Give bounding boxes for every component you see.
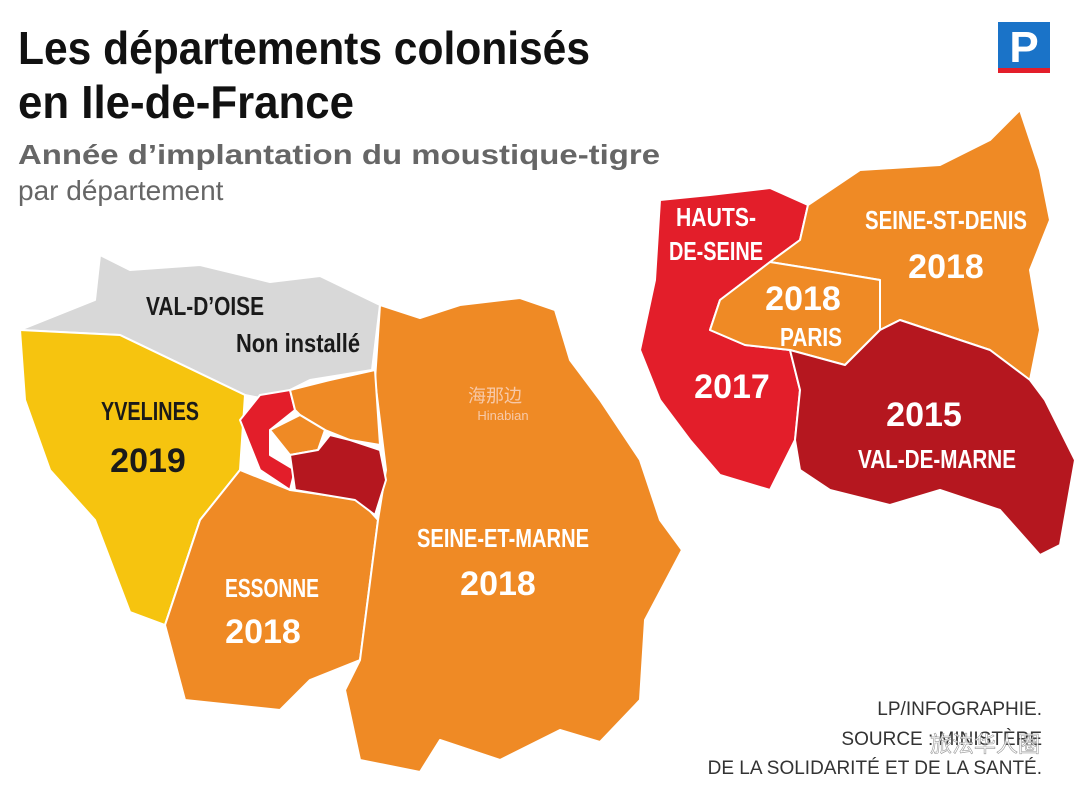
watermark: Hinabian — [477, 408, 528, 423]
region-year: 2018 — [908, 248, 984, 286]
region-label: PARIS — [780, 322, 842, 352]
watermark: 旅法华人圈 — [930, 732, 1040, 757]
region-paris — [269, 414, 326, 456]
region-status: Non installé — [236, 328, 360, 358]
region-label: VAL-D’OISE — [146, 291, 264, 321]
inset-val-de-marne — [789, 319, 1076, 556]
region-year: 2017 — [694, 368, 770, 406]
region-label: YVELINES — [101, 396, 199, 426]
region-label: HAUTS- — [676, 202, 756, 232]
region-year: 2018 — [460, 565, 536, 603]
region-val-doise — [19, 254, 381, 401]
logo-stripe — [998, 68, 1050, 73]
region-val-de-marne — [289, 434, 387, 516]
region-year: 2019 — [110, 442, 186, 480]
credit: LP/INFOGRAPHIE. — [877, 699, 1042, 720]
subtitle: Année d’implantation du moustique-tigre — [18, 139, 660, 170]
credit: SOURCE : MINISTÈRE — [841, 729, 1042, 750]
region-label: DE-SEINE — [669, 236, 763, 266]
region-year: 2018 — [225, 613, 301, 651]
subtitle: par département — [18, 175, 224, 206]
region-seine-et-marne — [344, 297, 683, 773]
region-label: ESSONNE — [225, 573, 319, 603]
region-hauts-de-seine — [239, 389, 296, 491]
region-label: SEINE-ST-DENIS — [865, 205, 1027, 235]
title-line: Les départements colonisés — [18, 22, 590, 74]
logo-letter: P — [1009, 23, 1038, 72]
title-line: en Ile-de-France — [18, 76, 354, 128]
region-year: 2015 — [886, 396, 962, 434]
region-label: VAL-DE-MARNE — [858, 444, 1016, 474]
watermark: 海那边 — [468, 386, 522, 406]
region-label: SEINE-ET-MARNE — [417, 523, 589, 553]
region-year: 2018 — [765, 280, 841, 318]
credit: DE LA SOLIDARITÉ ET DE LA SANTÉ. — [708, 758, 1042, 779]
logo — [998, 22, 1050, 72]
